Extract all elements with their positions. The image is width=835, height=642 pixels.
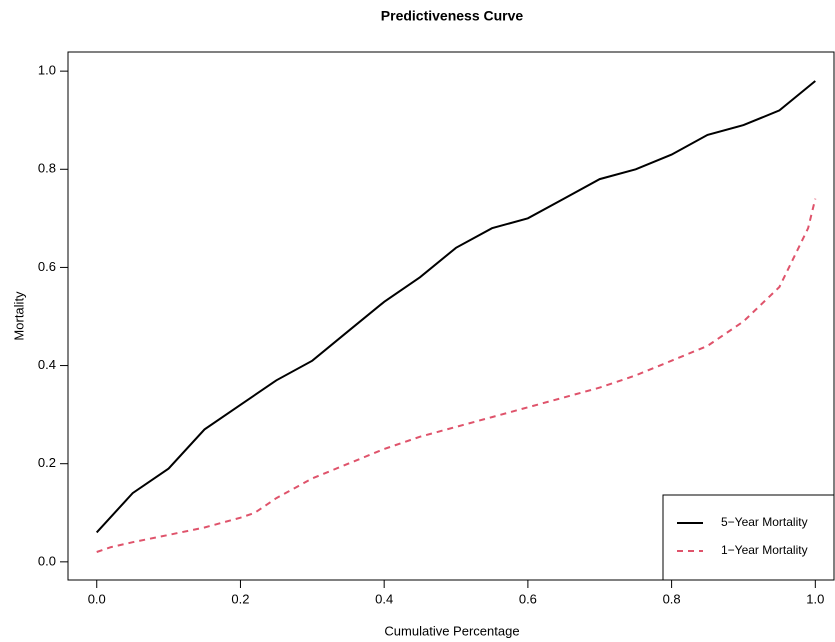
y-tick-label: 0.0: [38, 553, 56, 568]
x-tick-label: 0.8: [663, 591, 681, 606]
x-tick-label: 1.0: [806, 591, 824, 606]
x-tick-label: 0.0: [88, 591, 106, 606]
y-tick-label: 0.4: [38, 357, 56, 372]
y-tick-label: 1.0: [38, 63, 56, 78]
legend-label: 1−Year Mortality: [721, 543, 808, 557]
y-tick-label: 0.8: [38, 161, 56, 176]
legend-label: 5−Year Mortality: [721, 515, 808, 529]
plot-frame: [67, 51, 835, 581]
x-tick-label: 0.2: [231, 591, 249, 606]
y-axis-label: Mortality: [11, 291, 26, 341]
y-tick-label: 0.6: [38, 259, 56, 274]
legend-box: [662, 494, 835, 581]
x-axis-label: Cumulative Percentage: [384, 623, 519, 638]
chart-title: Predictiveness Curve: [381, 8, 524, 24]
y-tick-label: 0.2: [38, 455, 56, 470]
x-tick-label: 0.4: [375, 591, 393, 606]
series-line: [96, 198, 817, 553]
series-line: [95, 80, 816, 534]
x-tick-label: 0.6: [519, 591, 537, 606]
